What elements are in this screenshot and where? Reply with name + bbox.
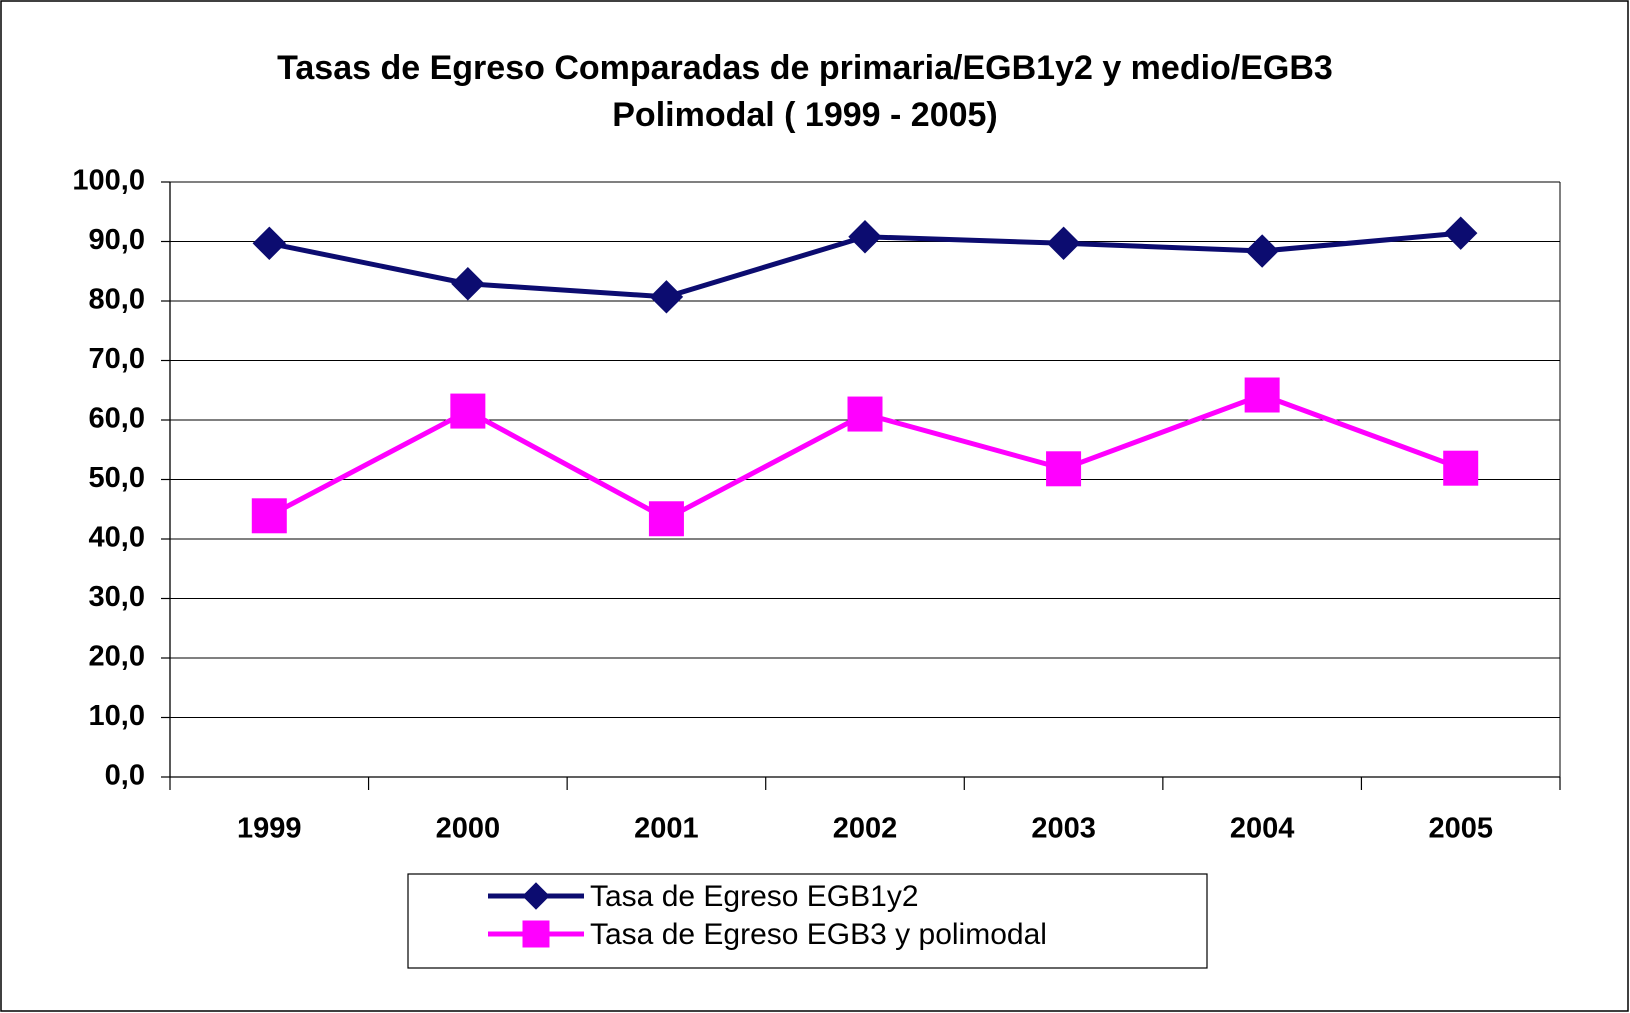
data-point <box>648 501 684 537</box>
legend-label: Tasa de Egreso EGB3 y polimodal <box>590 918 1047 951</box>
x-tick-label: 2000 <box>436 813 501 845</box>
data-point <box>1245 234 1279 268</box>
data-point <box>451 267 485 301</box>
x-tick-label: 1999 <box>237 813 302 845</box>
legend-marker <box>522 920 550 948</box>
x-tick-label: 2004 <box>1230 813 1295 845</box>
data-point <box>649 280 684 314</box>
chart-title: Tasas de Egreso Comparadas de primaria/E… <box>277 49 1333 87</box>
x-tick-label: 2002 <box>833 813 898 845</box>
data-point <box>1443 450 1479 486</box>
x-tick-label: 2005 <box>1428 813 1493 845</box>
y-tick-label: 100,0 <box>72 165 145 197</box>
y-tick-label: 30,0 <box>89 581 145 613</box>
data-point <box>1444 216 1478 250</box>
data-point <box>450 393 486 429</box>
data-point <box>251 498 287 534</box>
y-tick-label: 80,0 <box>89 284 145 316</box>
legend-label: Tasa de Egreso EGB1y2 <box>590 880 919 913</box>
data-point <box>848 220 882 254</box>
y-tick-label: 10,0 <box>89 700 145 732</box>
y-tick-label: 0,0 <box>105 760 145 792</box>
data-point <box>1046 226 1081 260</box>
data-point <box>252 226 286 260</box>
data-point <box>1046 451 1082 487</box>
y-tick-label: 20,0 <box>89 641 145 673</box>
data-point <box>847 396 883 432</box>
x-tick-label: 2001 <box>634 813 699 845</box>
y-tick-label: 90,0 <box>89 224 145 256</box>
y-tick-label: 70,0 <box>89 343 145 375</box>
y-tick-label: 60,0 <box>89 403 145 435</box>
chart-title: Polimodal ( 1999 - 2005) <box>612 96 998 134</box>
y-tick-label: 50,0 <box>89 462 145 494</box>
data-point <box>1244 377 1280 413</box>
x-tick-label: 2003 <box>1031 813 1096 845</box>
legend-marker <box>522 882 550 910</box>
y-tick-label: 40,0 <box>89 522 145 554</box>
